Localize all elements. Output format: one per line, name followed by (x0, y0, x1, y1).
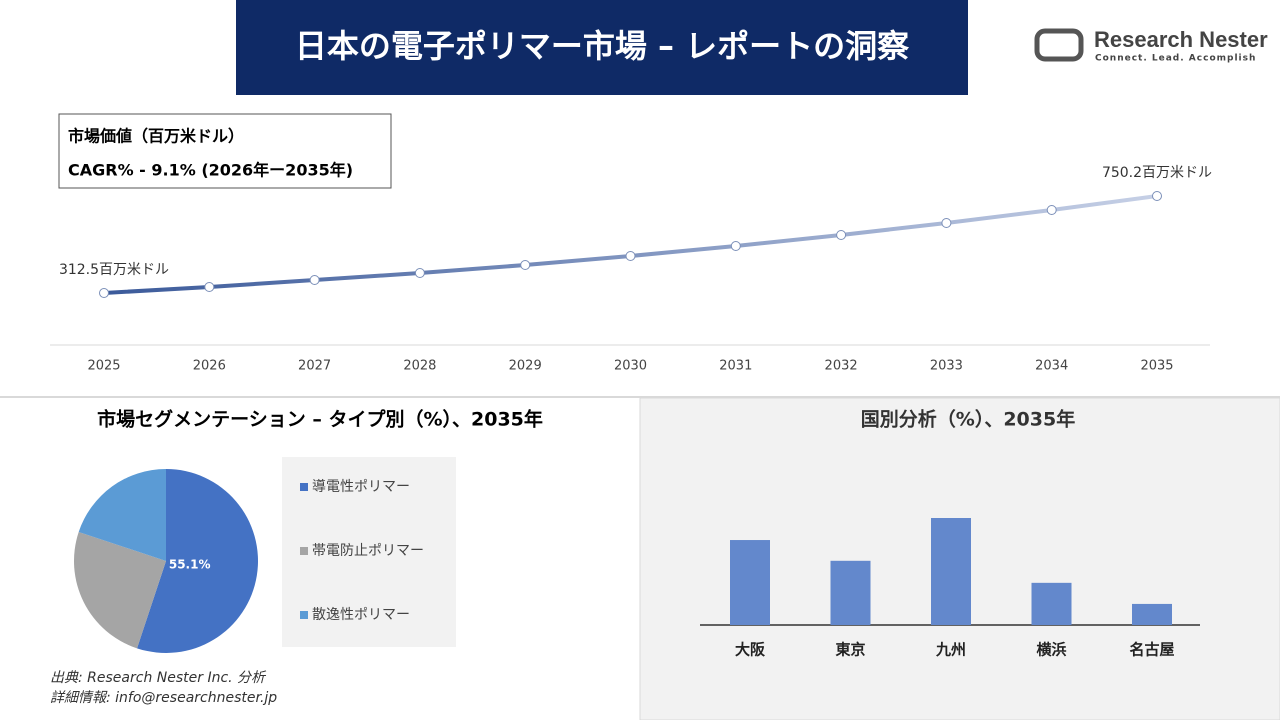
pie-title: 市場セグメンテーション – タイプ別（%）、2035年 (97, 408, 543, 431)
legend-label: 帯電防止ポリマー (312, 543, 424, 559)
x-tick-label: 東京 (835, 641, 865, 659)
point (309, 274, 320, 285)
x-tick-label: 2032 (825, 359, 858, 374)
x-tick-label: 2026 (193, 359, 226, 374)
x-tick-label: 2033 (930, 359, 963, 374)
point (1046, 205, 1057, 216)
point (836, 230, 847, 241)
x-tick-label: 2035 (1140, 359, 1173, 374)
legend-swatch (300, 547, 308, 555)
point (204, 281, 215, 292)
legend-label: 導電性ポリマー (312, 479, 410, 495)
x-tick-label: 2029 (509, 359, 542, 374)
point (99, 288, 109, 298)
line (103, 194, 1158, 295)
bar-title: 国別分析（%）、2035年 (861, 408, 1075, 431)
x-tick-label: 九州 (935, 641, 966, 659)
header-title: 日本の電子ポリマー市場 – レポートの洞察 (295, 27, 909, 65)
pie-slice (74, 532, 166, 649)
point (520, 260, 531, 271)
info-box (58, 113, 392, 189)
legend-bg (282, 457, 456, 647)
x-tick-label: 大阪 (735, 641, 766, 659)
x-tick-label: 横浜 (1036, 641, 1066, 659)
bar (1132, 603, 1172, 625)
annotation: 市場価値（百万米ドル） (68, 127, 244, 146)
x-tick-label: 2030 (614, 359, 647, 374)
point (625, 250, 636, 261)
x-tick-label: 2034 (1035, 359, 1068, 374)
point (941, 217, 952, 228)
logo-tagline: Connect. Lead. Accomplish (1095, 54, 1256, 64)
bar (1031, 582, 1072, 625)
point (1152, 191, 1162, 201)
pie-slice (137, 469, 258, 654)
bar (730, 540, 770, 625)
x-tick-label: 名古屋 (1129, 641, 1174, 659)
x-tick-label: 2028 (403, 359, 436, 374)
x-tick-label: 2031 (719, 359, 752, 374)
point (730, 240, 741, 251)
point (414, 268, 425, 279)
source: 詳細情報: info@researchnester.jp (50, 690, 277, 706)
bar (931, 518, 971, 625)
legend-swatch (300, 483, 308, 491)
x-tick-label: 2027 (298, 359, 331, 374)
divider (0, 396, 1280, 398)
annotation: CAGR% - 9.1% (2026年ー2035年) (68, 161, 353, 180)
data-label: 750.2百万米ドル (1102, 165, 1212, 181)
bar (830, 560, 871, 625)
legend-label: 散逸性ポリマー (312, 607, 410, 623)
data-label: 312.5百万米ドル (59, 262, 169, 278)
legend-swatch (300, 611, 308, 619)
logo-icon (1034, 28, 1084, 62)
header-bg (236, 0, 968, 95)
logo-name: Research Nester (1094, 27, 1268, 52)
source: 出典: Research Nester Inc. 分析 (50, 670, 267, 686)
pie-slice (78, 469, 166, 561)
data-label: 55.1% (169, 557, 211, 571)
x-tick-label: 2025 (87, 359, 120, 374)
